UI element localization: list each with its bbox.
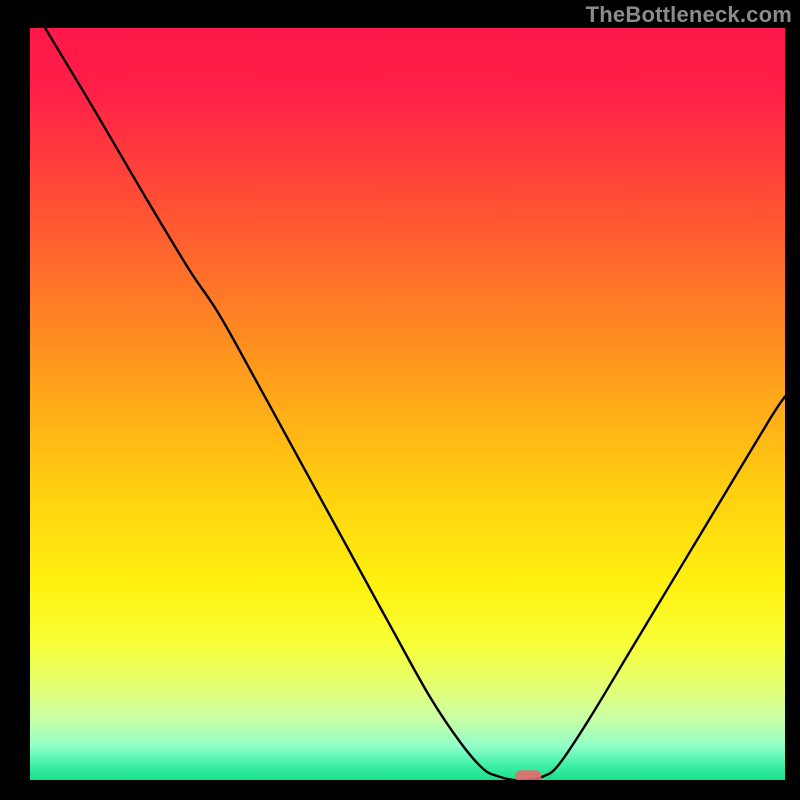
watermark-text: TheBottleneck.com bbox=[586, 2, 792, 28]
optimal-marker bbox=[515, 770, 541, 780]
plot-area bbox=[30, 28, 785, 780]
gradient-background bbox=[30, 28, 785, 780]
chart-frame: TheBottleneck.com bbox=[0, 0, 800, 800]
chart-svg bbox=[30, 28, 785, 780]
